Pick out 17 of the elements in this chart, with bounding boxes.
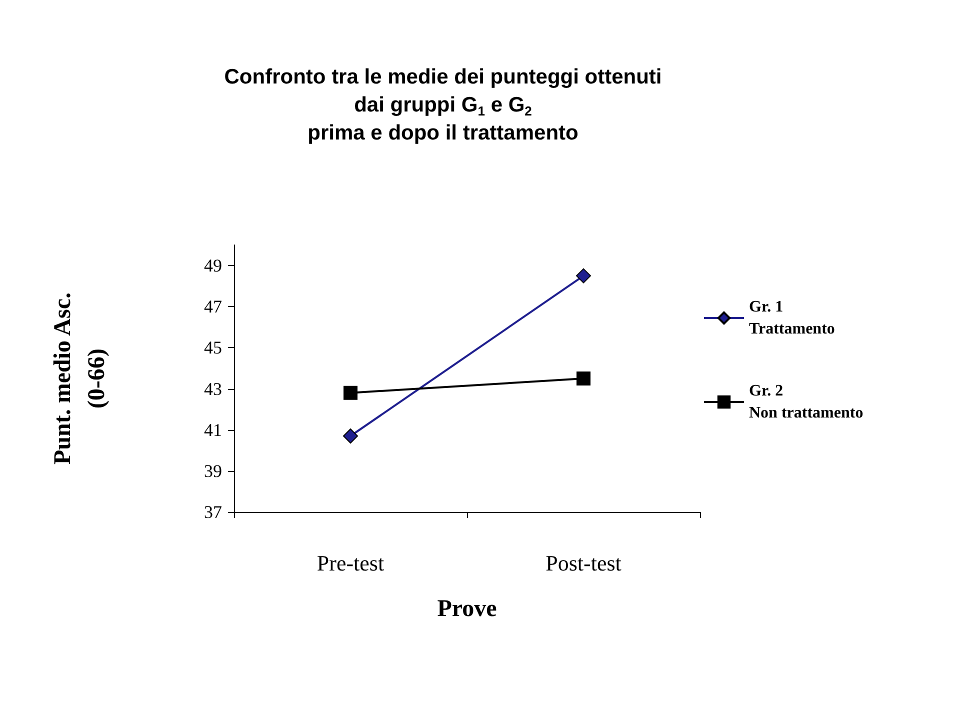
- y-tick-label: 37: [204, 502, 222, 522]
- y-tick-label: 45: [204, 338, 222, 358]
- legend-label: Gr. 1 Trattamento: [749, 298, 835, 338]
- point: [576, 372, 590, 386]
- y-axis-title: Punt. medio Asc. (0-66): [50, 292, 110, 465]
- y-tick-label: 47: [204, 296, 222, 317]
- y-tick-label: 43: [204, 378, 222, 399]
- y-tick-label: 39: [204, 460, 222, 481]
- x-axis-title: Prove: [437, 596, 498, 622]
- x-tick-label: Pre-test: [316, 550, 384, 576]
- legend-label: Gr. 2 Non trattamento: [749, 382, 864, 422]
- y-tick-label: 41: [204, 420, 222, 440]
- point: [343, 428, 358, 444]
- y-tick-label: 49: [204, 256, 222, 276]
- point: [576, 268, 591, 284]
- point: [344, 386, 358, 400]
- x-tick-label: Post-test: [546, 550, 622, 576]
